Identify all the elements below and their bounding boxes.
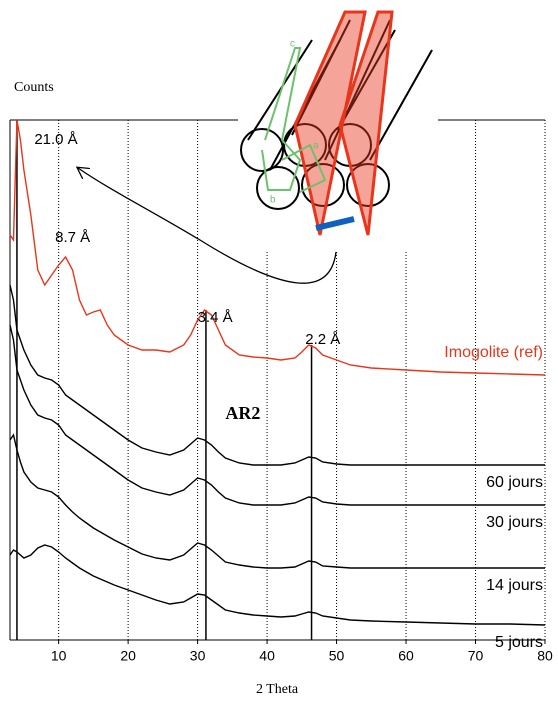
x-tick-label: 50 [329, 648, 345, 664]
series-label: 30 jours [486, 514, 543, 531]
plot-area: 10 20 30 40 50 60 70 80 Imogolite (ref) 60 jours 3… [9, 119, 553, 664]
x-tick-label: 70 [468, 648, 484, 664]
inset-label: b [270, 195, 276, 206]
series-label: Imogolite (ref) [444, 344, 543, 361]
series-line [9, 544, 546, 626]
x-tick-label: 40 [259, 648, 275, 664]
x-tick-label: 60 [398, 648, 414, 664]
arrow [78, 168, 337, 284]
series-label: 60 jours [486, 474, 543, 491]
series-line [9, 433, 545, 569]
x-tick-label: 80 [537, 648, 553, 664]
red-planes [293, 10, 394, 236]
x-tick-label: 10 [51, 648, 67, 664]
unit-cell [261, 47, 302, 191]
annotation: 8.7 Å [55, 229, 90, 246]
annotation: 21.0 Å [34, 131, 77, 148]
annotation: AR2 [225, 403, 260, 423]
series-line [9, 324, 545, 506]
inset-label: a [313, 141, 319, 152]
series-line [9, 119, 546, 376]
x-tick-label: 30 [190, 648, 206, 664]
x-axis-label: 2 Theta [256, 682, 299, 697]
inset-diagram: c a b [238, 0, 438, 250]
series-line [9, 284, 545, 466]
annotation: 3.4 Å [198, 309, 233, 326]
annotation: 2.2 Å [305, 331, 340, 348]
tube-spacing [315, 216, 355, 231]
series-label: 5 jours [495, 634, 543, 651]
unit-cell [281, 143, 327, 193]
y-axis-label: Counts [14, 80, 54, 95]
inset-label: c [290, 39, 295, 50]
x-tick-label: 20 [120, 648, 136, 664]
series-label: 14 jours [486, 577, 543, 594]
